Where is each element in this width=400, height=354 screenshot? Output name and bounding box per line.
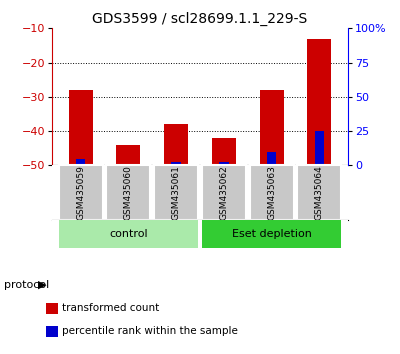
- Bar: [171, 162, 181, 166]
- Bar: [260, 90, 284, 166]
- Bar: [297, 166, 341, 220]
- Bar: [69, 90, 92, 166]
- Text: ▶: ▶: [38, 280, 46, 290]
- Bar: [154, 166, 198, 220]
- Bar: [267, 152, 276, 166]
- Bar: [219, 162, 229, 166]
- Bar: [116, 145, 140, 166]
- Text: GSM435062: GSM435062: [219, 166, 228, 220]
- Text: GSM435064: GSM435064: [315, 166, 324, 220]
- Text: percentile rank within the sample: percentile rank within the sample: [62, 326, 238, 336]
- Text: Eset depletion: Eset depletion: [232, 229, 312, 239]
- Text: GSM435061: GSM435061: [172, 165, 181, 221]
- Bar: [59, 166, 103, 220]
- Bar: [250, 166, 294, 220]
- Bar: [314, 131, 324, 166]
- Text: GSM435060: GSM435060: [124, 165, 133, 221]
- Text: protocol: protocol: [4, 280, 49, 290]
- Bar: [106, 166, 150, 220]
- Bar: [76, 159, 86, 166]
- Text: control: control: [109, 229, 148, 239]
- Text: GSM435063: GSM435063: [267, 165, 276, 221]
- Bar: [308, 39, 331, 166]
- Text: transformed count: transformed count: [62, 303, 159, 313]
- Bar: [59, 220, 198, 248]
- Text: GSM435059: GSM435059: [76, 165, 85, 221]
- Bar: [202, 220, 341, 248]
- Bar: [164, 124, 188, 166]
- Title: GDS3599 / scl28699.1.1_229-S: GDS3599 / scl28699.1.1_229-S: [92, 12, 308, 26]
- Bar: [202, 166, 246, 220]
- Bar: [212, 138, 236, 166]
